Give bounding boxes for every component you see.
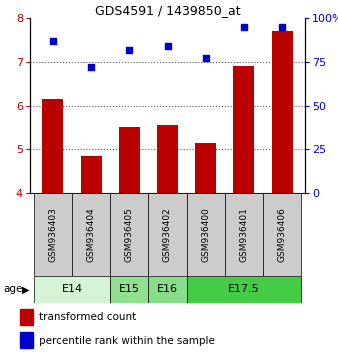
Text: GSM936404: GSM936404: [87, 207, 96, 262]
Text: GSM936400: GSM936400: [201, 207, 210, 262]
Bar: [42, 99, 64, 193]
Text: percentile rank within the sample: percentile rank within the sample: [39, 336, 215, 346]
Bar: [110, 193, 148, 276]
Bar: [110, 276, 148, 303]
Text: GSM936406: GSM936406: [277, 207, 287, 262]
Bar: [20, 332, 32, 348]
Bar: [80, 156, 102, 193]
Point: [280, 24, 285, 30]
Bar: [34, 193, 72, 276]
Bar: [20, 309, 32, 325]
Point: [127, 47, 132, 52]
Text: GSM936403: GSM936403: [48, 207, 57, 262]
Point: [50, 38, 56, 44]
Text: GSM936402: GSM936402: [163, 207, 172, 262]
Bar: [225, 193, 263, 276]
Bar: [72, 193, 110, 276]
Title: GDS4591 / 1439850_at: GDS4591 / 1439850_at: [95, 4, 240, 17]
Text: GSM936405: GSM936405: [125, 207, 134, 262]
Bar: [34, 276, 110, 303]
Bar: [263, 193, 301, 276]
Text: E14: E14: [62, 285, 82, 295]
Text: transformed count: transformed count: [39, 313, 136, 322]
Point: [203, 56, 209, 61]
Bar: [233, 66, 255, 193]
Text: E15: E15: [119, 285, 140, 295]
Bar: [271, 31, 293, 193]
Bar: [157, 125, 178, 193]
Text: E16: E16: [157, 285, 178, 295]
Bar: [148, 193, 187, 276]
Point: [241, 24, 247, 30]
Point: [165, 43, 170, 49]
Point: [89, 64, 94, 70]
Bar: [195, 143, 216, 193]
Text: E17.5: E17.5: [228, 285, 260, 295]
Text: age: age: [3, 285, 23, 295]
Bar: [187, 193, 225, 276]
Bar: [148, 276, 187, 303]
Text: ▶: ▶: [22, 285, 29, 295]
Bar: [119, 127, 140, 193]
Bar: [187, 276, 301, 303]
Text: GSM936401: GSM936401: [239, 207, 248, 262]
